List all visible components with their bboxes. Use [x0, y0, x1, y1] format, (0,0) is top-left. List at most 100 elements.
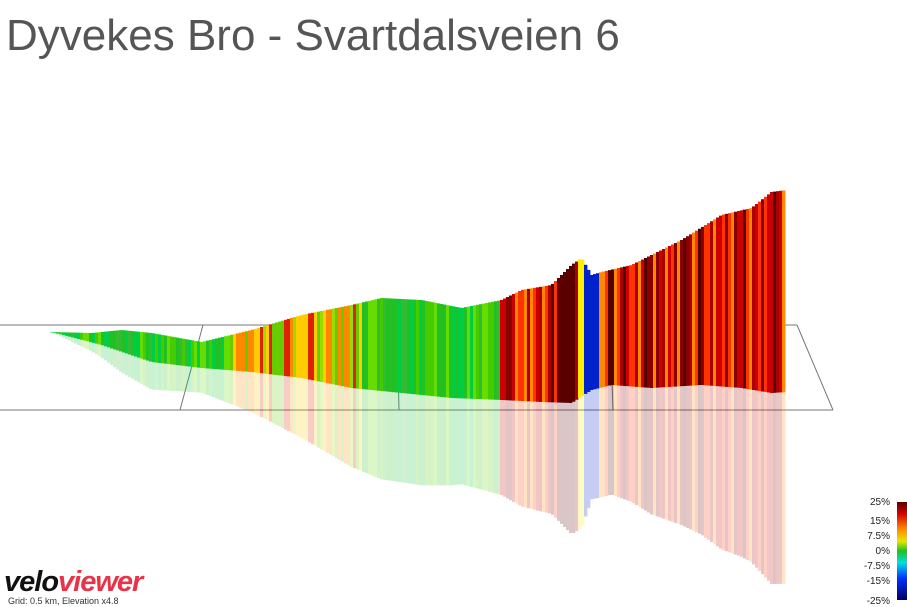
reflection-strip — [290, 376, 294, 433]
reflection-strip — [374, 390, 378, 477]
reflection-strip — [344, 386, 348, 464]
reflection-strip — [365, 389, 369, 474]
reflection-strip — [548, 402, 552, 514]
profile-strip — [104, 331, 108, 347]
reflection-strip — [215, 369, 219, 399]
reflection-strip — [647, 387, 651, 513]
profile-strip — [107, 331, 111, 348]
profile-strip — [302, 314, 306, 379]
profile-strip — [632, 264, 636, 387]
reflection-strip — [98, 344, 102, 357]
reflection-strip — [140, 358, 144, 384]
reflection-strip — [101, 345, 105, 359]
profile-strip — [200, 342, 204, 368]
reflection-strip — [476, 399, 480, 489]
profile-strip — [155, 333, 159, 363]
profile-strip — [545, 285, 549, 403]
reflection-strip — [206, 368, 210, 396]
reflection-strip — [197, 367, 201, 393]
profile-strip — [167, 336, 171, 365]
reflection-strip — [686, 385, 690, 528]
reflection-strip — [602, 387, 606, 497]
profile-strip — [518, 291, 522, 401]
reflection-strip — [203, 368, 207, 394]
profile-strip — [101, 331, 105, 346]
reflection-strip — [731, 387, 735, 554]
reflection-strip — [470, 398, 474, 487]
reflection-strip — [524, 401, 528, 508]
reflection-strip — [248, 371, 252, 412]
reflection-strip — [626, 386, 630, 501]
profile-strip — [596, 273, 600, 389]
profile-strip — [539, 286, 543, 402]
profile-strip — [308, 313, 312, 380]
reflection-strip — [653, 387, 657, 516]
reflection-strip — [485, 399, 489, 491]
profile-strip — [476, 304, 480, 400]
profile-strip — [326, 309, 330, 384]
profile-strip — [395, 298, 399, 393]
profile-strip — [272, 323, 276, 375]
profile-strip — [374, 299, 378, 391]
profile-strip — [542, 286, 546, 403]
reflection-strip — [443, 397, 447, 486]
profile-strip — [626, 265, 630, 387]
reflection-strip — [416, 394, 420, 485]
profile-strip — [758, 201, 762, 391]
reflection-strip — [134, 356, 138, 381]
profile-strip — [560, 275, 564, 403]
reflection-strip — [260, 373, 264, 418]
profile-strip — [86, 332, 90, 342]
profile-strip — [557, 278, 561, 403]
reflection-strip — [233, 370, 237, 406]
profile-strip — [716, 217, 720, 387]
reflection-strip — [143, 359, 147, 386]
profile-strip — [218, 337, 222, 370]
profile-strip — [119, 330, 123, 352]
profile-strip — [425, 301, 429, 396]
profile-strip — [737, 211, 741, 388]
reflection-strip — [644, 387, 648, 511]
reflection-strip — [608, 385, 612, 496]
profile-strip — [158, 334, 162, 363]
reflection-strip — [506, 400, 510, 499]
profile-strip — [668, 246, 672, 387]
profile-strip — [98, 332, 102, 345]
profile-strip — [779, 190, 783, 393]
profile-strip — [344, 306, 348, 387]
profile-strip — [620, 267, 624, 386]
profile-strip — [83, 332, 87, 341]
profile-strip — [224, 336, 228, 370]
title: Dyvekes Bro - Svartdalsveien 6 — [6, 11, 620, 60]
profile-strip — [188, 339, 192, 367]
reflection-strip — [116, 350, 120, 370]
profile-strip — [299, 315, 303, 378]
profile-strip — [128, 330, 132, 355]
profile-strip — [470, 306, 474, 399]
reflection-strip — [632, 386, 636, 504]
profile-strip — [458, 307, 462, 399]
profile-strip — [74, 332, 78, 339]
legend-label: 0% — [876, 546, 891, 557]
profile-strip — [665, 247, 669, 388]
profile-strip — [761, 199, 765, 392]
legend-label: 7.5% — [867, 531, 890, 542]
profile-strip — [728, 213, 732, 388]
profile-strip — [662, 249, 666, 388]
reflection-strip — [518, 400, 522, 506]
reflection-strip — [347, 387, 351, 466]
profile-strip — [227, 335, 231, 371]
reflection-strip — [689, 385, 693, 530]
profile-strip — [335, 308, 339, 385]
profile-strip — [548, 285, 552, 403]
profile-strip — [602, 271, 606, 387]
profile-strip — [743, 209, 747, 389]
reflection-strip — [62, 335, 66, 338]
profile-strip — [719, 215, 723, 387]
profile-strip — [770, 192, 774, 393]
profile-strip — [170, 336, 174, 365]
reflection-strip — [590, 390, 594, 500]
reflection-strip — [83, 340, 87, 348]
profile-strip — [215, 338, 219, 370]
gradient-legend-bar — [897, 502, 907, 600]
